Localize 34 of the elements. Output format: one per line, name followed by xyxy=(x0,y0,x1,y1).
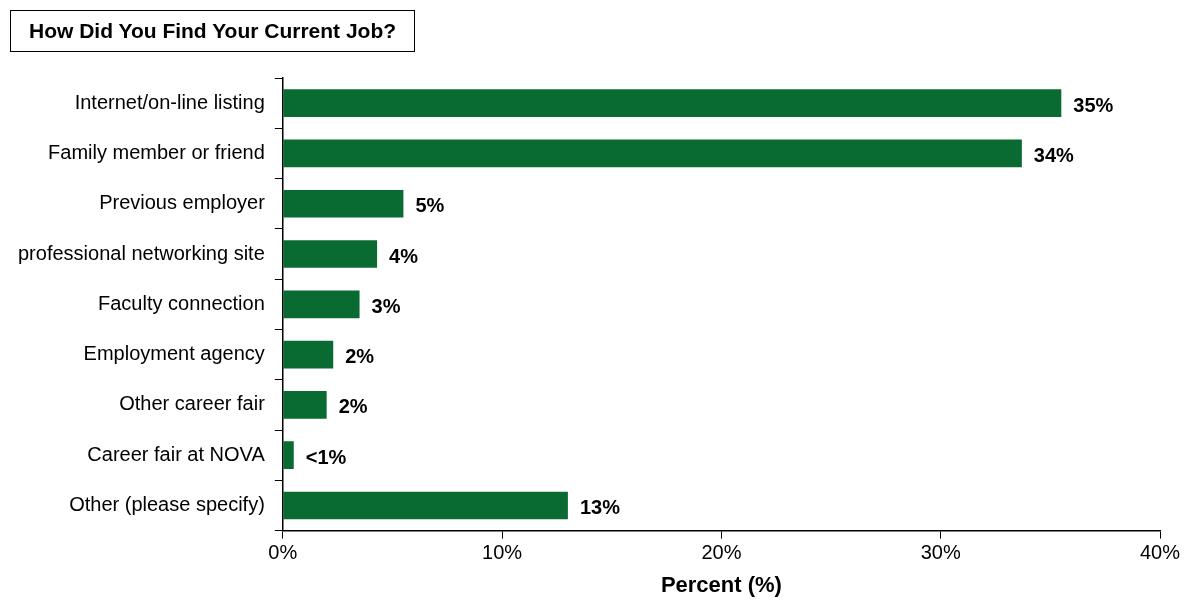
data-label: 5% xyxy=(415,194,445,217)
y-tick-label: professional networking site xyxy=(18,241,265,264)
y-tick-label: Faculty connection xyxy=(98,291,265,314)
y-tick-label: Career fair at NOVA xyxy=(87,442,266,465)
bar xyxy=(283,441,294,469)
y-tick-label: Family member or friend xyxy=(48,140,265,163)
y-tick-label: Other career fair xyxy=(119,392,266,415)
x-tick-label: 0% xyxy=(268,541,298,564)
x-tick-label: 10% xyxy=(482,541,523,564)
data-label: <1% xyxy=(305,445,347,468)
data-label: 2% xyxy=(338,395,368,418)
y-tick-label: Internet/on-line listing xyxy=(74,90,265,113)
x-axis-title: Percent (%) xyxy=(660,571,782,597)
data-label: 2% xyxy=(345,345,375,368)
x-tick-label: 30% xyxy=(920,541,961,564)
data-label: 34% xyxy=(1033,143,1075,166)
bar xyxy=(283,189,404,218)
y-tick-label: Employment agency xyxy=(83,342,265,365)
data-label: 35% xyxy=(1073,93,1114,116)
data-label: 3% xyxy=(371,294,401,317)
x-tick-label: 20% xyxy=(701,541,742,564)
y-tick-label: Other (please specify) xyxy=(69,492,265,515)
bar xyxy=(283,139,1022,168)
data-label: 4% xyxy=(389,244,419,267)
y-tick-label: Previous employer xyxy=(99,191,266,214)
bar xyxy=(283,240,378,268)
bar xyxy=(283,391,327,419)
bar xyxy=(283,491,568,520)
data-label: 13% xyxy=(579,495,621,518)
bar xyxy=(283,89,1062,117)
bar xyxy=(283,340,334,369)
chart-title: How Did You Find Your Current Job? xyxy=(10,10,416,52)
x-tick-label: 40% xyxy=(1139,541,1181,564)
bar xyxy=(283,290,360,319)
